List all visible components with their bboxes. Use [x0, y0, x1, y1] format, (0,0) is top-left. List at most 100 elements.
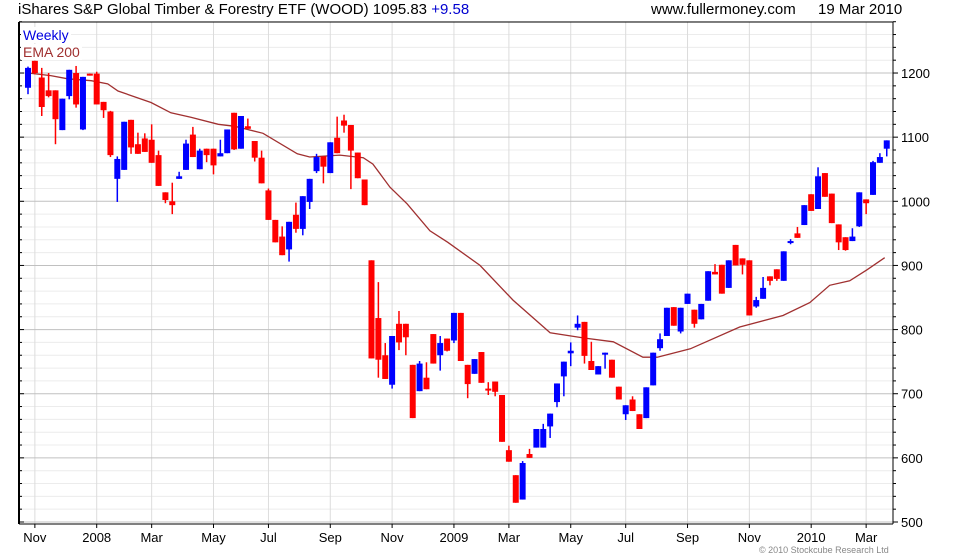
candle [66, 69, 73, 100]
candle-body [677, 307, 684, 332]
candle [107, 110, 114, 158]
candle [162, 192, 169, 204]
x-tick-label: 2010 [797, 530, 826, 545]
candle [79, 76, 86, 131]
candle-body [423, 377, 430, 390]
candle-body [341, 120, 348, 126]
candle-body [375, 318, 382, 360]
title-text: iShares S&P Global Timber & Forestry ETF… [18, 1, 428, 18]
x-tick-label: Mar [140, 530, 163, 545]
x-tick-label: Mar [498, 530, 521, 545]
candle [272, 219, 279, 243]
candle-body [766, 276, 773, 281]
candle [416, 361, 423, 392]
y-tick-label: 700 [901, 387, 923, 402]
candle-body [45, 90, 52, 97]
candle [787, 239, 794, 245]
y-tick-label: 800 [901, 323, 923, 338]
candle [725, 260, 732, 288]
candle [93, 71, 100, 105]
candle [780, 251, 787, 281]
candle-body [622, 405, 629, 415]
candle [863, 199, 870, 215]
candle-body [368, 260, 375, 359]
copyright: © 2010 Stockcube Research Ltd [759, 545, 889, 555]
candle-body [237, 115, 244, 149]
candle [856, 192, 863, 227]
candle-body [203, 148, 210, 156]
candle-body [657, 339, 664, 349]
site-link[interactable]: www.fullermoney.com [651, 1, 796, 18]
candle [189, 126, 196, 158]
candle-body [430, 334, 437, 364]
candle-body [478, 352, 485, 383]
candle [313, 153, 320, 174]
legend-ema: EMA 200 [21, 44, 82, 60]
candle [402, 323, 409, 356]
candle [698, 303, 705, 320]
candle [801, 205, 808, 226]
candle [540, 423, 547, 448]
candle [870, 160, 877, 195]
candle [842, 237, 849, 251]
x-tick-label: Nov [381, 530, 405, 545]
candle-body [883, 140, 890, 149]
x-tick-label: May [558, 530, 583, 545]
candle [59, 98, 66, 131]
candle [773, 269, 780, 281]
candle-body [416, 363, 423, 392]
candle-body [86, 73, 93, 76]
candle-body [217, 153, 224, 157]
candle [292, 202, 299, 233]
candle-body [712, 271, 718, 275]
candle-body [512, 475, 519, 503]
candle-body [155, 155, 162, 186]
candle [382, 343, 389, 379]
candle-body [471, 359, 478, 374]
candle-body [739, 258, 746, 265]
candle-body [107, 111, 114, 156]
candle-body [141, 138, 148, 152]
x-tick-label: Nov [738, 530, 762, 545]
candle-body [389, 335, 396, 385]
candle [354, 152, 361, 179]
candle [512, 475, 519, 503]
candle [794, 226, 801, 238]
y-tick-label: 600 [901, 451, 923, 466]
candle-body [306, 178, 313, 202]
candle-body [437, 343, 444, 356]
candle [602, 352, 609, 369]
candle [210, 148, 217, 175]
candle [148, 124, 155, 163]
candle [423, 362, 430, 390]
candle [183, 139, 190, 170]
candle [334, 116, 341, 154]
candle [595, 366, 602, 375]
candle-body [320, 156, 327, 167]
candle-body [588, 361, 595, 370]
candle-body [643, 387, 650, 419]
candle [718, 264, 725, 294]
candle-body [485, 388, 492, 391]
chart-title: iShares S&P Global Timber & Forestry ETF… [18, 1, 469, 18]
candle [73, 65, 80, 108]
candle-body [526, 454, 533, 458]
candle [657, 333, 664, 351]
candle [643, 387, 650, 419]
x-tick-label: 2008 [82, 530, 111, 545]
candle [691, 309, 698, 328]
candle [327, 142, 334, 174]
candle [258, 150, 265, 184]
candle-body [38, 77, 45, 108]
candle-body [210, 148, 217, 166]
candle-body [134, 144, 141, 154]
candle-body [684, 293, 691, 304]
candle-body [574, 323, 581, 328]
candle-body [602, 352, 609, 355]
candle-body [691, 309, 698, 324]
candle-body [444, 338, 451, 351]
candle [389, 335, 396, 389]
candle [608, 359, 615, 378]
candle [753, 296, 760, 308]
